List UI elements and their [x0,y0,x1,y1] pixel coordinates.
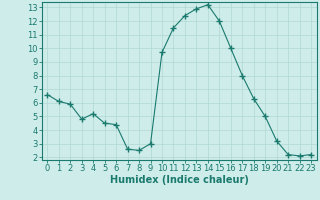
X-axis label: Humidex (Indice chaleur): Humidex (Indice chaleur) [110,175,249,185]
